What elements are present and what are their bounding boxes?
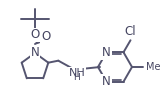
Text: O: O: [41, 30, 51, 44]
Text: N: N: [102, 46, 111, 59]
Text: N: N: [31, 47, 39, 60]
Text: NH: NH: [69, 68, 85, 78]
Text: H: H: [73, 74, 79, 83]
Text: O: O: [30, 29, 40, 41]
Text: N: N: [102, 75, 111, 88]
Text: Me: Me: [146, 62, 161, 72]
Text: Cl: Cl: [125, 25, 136, 38]
